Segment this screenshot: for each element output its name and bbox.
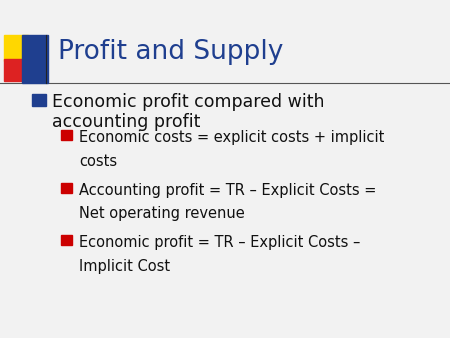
Bar [61, 130, 72, 140]
Text: Economic costs = explicit costs + implicit: Economic costs = explicit costs + implic… [79, 130, 384, 145]
Bar [61, 235, 72, 245]
Bar [32, 94, 46, 106]
Text: Profit and Supply: Profit and Supply [58, 39, 284, 65]
Text: Economic profit compared with: Economic profit compared with [52, 93, 324, 111]
Text: costs: costs [79, 154, 117, 169]
Text: Economic profit = TR – Explicit Costs –: Economic profit = TR – Explicit Costs – [79, 235, 360, 250]
Text: Implicit Cost: Implicit Cost [79, 259, 170, 273]
Text: Accounting profit = TR – Explicit Costs =: Accounting profit = TR – Explicit Costs … [79, 183, 376, 197]
Bar [4, 59, 28, 81]
Bar [61, 183, 72, 193]
Bar [4, 35, 28, 61]
Text: Net operating revenue: Net operating revenue [79, 206, 244, 221]
Text: accounting profit: accounting profit [52, 113, 200, 131]
Bar [22, 35, 48, 83]
